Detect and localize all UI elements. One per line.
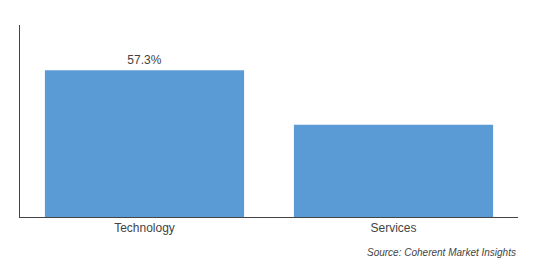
svg-text:Technology: Technology — [114, 221, 175, 235]
svg-text:Source: Coherent Market Insigh: Source: Coherent Market Insights — [367, 247, 516, 258]
svg-text:57.3%: 57.3% — [127, 53, 161, 67]
svg-text:Services: Services — [370, 221, 416, 235]
